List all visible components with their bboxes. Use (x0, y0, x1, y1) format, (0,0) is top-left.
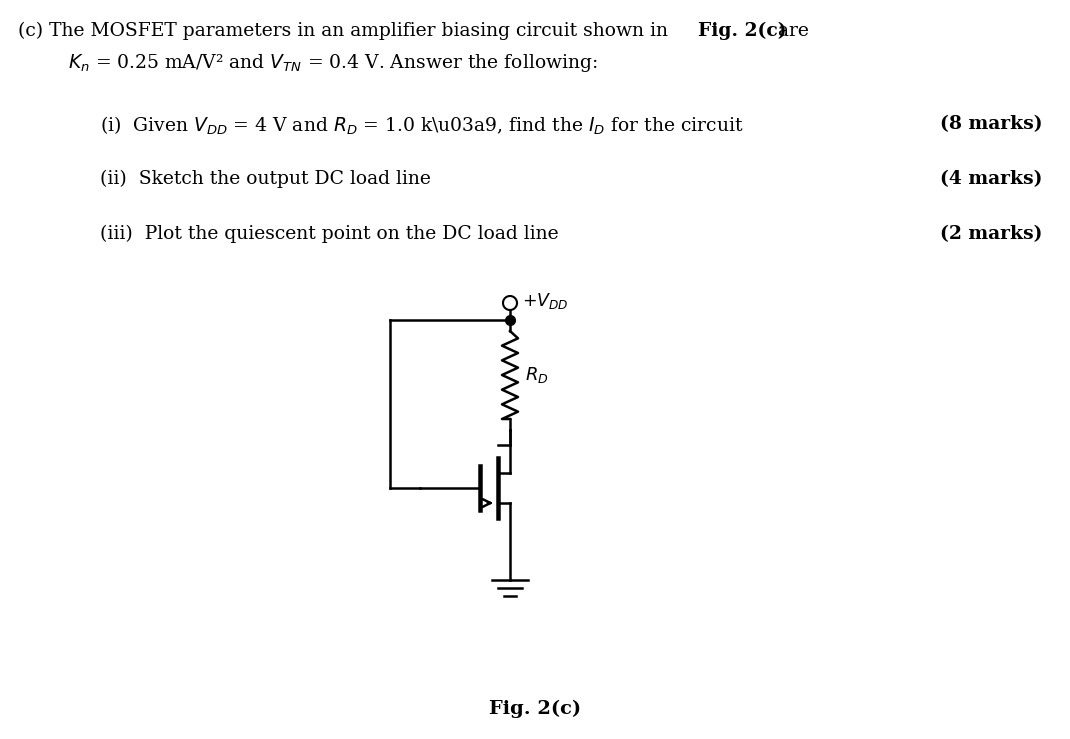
Text: (4 marks): (4 marks) (941, 170, 1042, 188)
Text: (i)  Given $V_{DD}$ = 4 V and $R_D$ = 1.0 k\u03a9, find the $I_D$ for the circui: (i) Given $V_{DD}$ = 4 V and $R_D$ = 1.0… (100, 115, 744, 137)
Text: (c) The MOSFET parameters in an amplifier biasing circuit shown in: (c) The MOSFET parameters in an amplifie… (18, 22, 674, 40)
Text: $+V_{DD}$: $+V_{DD}$ (522, 291, 568, 311)
Text: (8 marks): (8 marks) (941, 115, 1042, 133)
Text: (2 marks): (2 marks) (941, 225, 1042, 243)
Text: Fig. 2(c): Fig. 2(c) (698, 22, 786, 40)
Text: are: are (771, 22, 809, 40)
Text: $R_D$: $R_D$ (525, 365, 549, 385)
Text: Fig. 2(c): Fig. 2(c) (489, 700, 581, 718)
Text: $K_n$ = 0.25 mA/V² and $V_{TN}$ = 0.4 V. Answer the following:: $K_n$ = 0.25 mA/V² and $V_{TN}$ = 0.4 V.… (68, 52, 598, 74)
Text: (iii)  Plot the quiescent point on the DC load line: (iii) Plot the quiescent point on the DC… (100, 225, 559, 243)
Text: (ii)  Sketch the output DC load line: (ii) Sketch the output DC load line (100, 170, 431, 188)
